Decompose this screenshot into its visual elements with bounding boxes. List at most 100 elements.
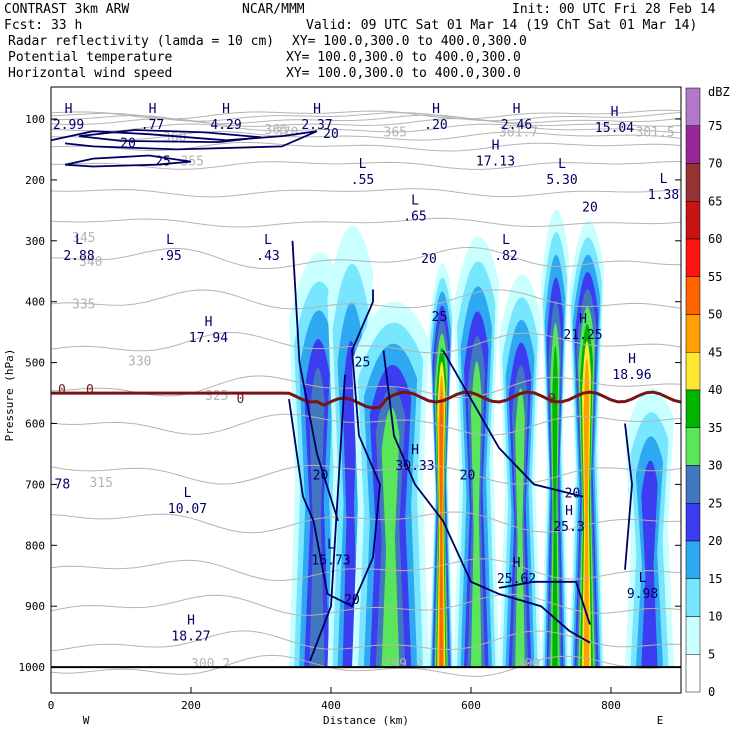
wind-extremum-marker: H [205,315,213,330]
wind-extremum-value: .65 [403,209,426,224]
wind-extremum-marker: L [558,157,566,172]
theta-contour-label: 365 [265,123,288,138]
zero-degree-line [51,390,681,410]
wind-extremum-marker: H [313,102,321,117]
colorbar-swatch [685,389,701,428]
theta-contour-label: 340 [79,255,102,270]
theta-contour [51,109,681,120]
wind-extremum-marker: L [502,233,510,248]
colorbar-swatch [685,87,701,126]
colorbar-swatch [685,163,701,202]
theta-contour-label: 315 [90,476,113,491]
colorbar-swatch [685,352,701,391]
wind-speed-contours: 20 20 25 20 25 20 25 20 20 20 20 [51,127,681,669]
reflectivity-band [381,407,400,668]
colorbar-swatch [685,125,701,164]
wind-speed-contour [498,580,591,625]
left-edge-value: 78 [55,477,71,492]
theta-contour [51,142,681,152]
wind-speed-contour-label: 20 [421,252,437,267]
wind-extremum-marker: H [187,614,195,629]
theta-contour-label: 355 [181,155,204,170]
y-tick-label: 800 [25,539,45,552]
wind-speed-contour [624,423,633,570]
colorbar-tick-label: 50 [708,308,722,322]
theta-contour-label: 300 [517,657,540,672]
colorbar-tick-label: 45 [708,345,722,359]
x-axis-west-label: W [83,714,90,727]
reflectivity-band [515,388,525,668]
wind-extremum-value: 2.99 [53,118,84,133]
wind-extremum-value: 17.94 [189,331,228,346]
y-tick-label: 900 [25,600,45,613]
field-name-wind: Horizontal wind speed [8,66,172,81]
wind-extremum-value: 25.3 [553,520,584,535]
field-name-theta: Potential temperature [8,50,173,65]
theta-contour [51,161,681,170]
colorbar-tick-label: 65 [708,194,722,208]
theta-contour-label: 345 [72,231,95,246]
wind-extremum-marker: L [411,193,419,208]
x-axis-east-label: E [657,714,664,727]
theta-contour [51,375,681,399]
wind-speed-contour-label: 20 [120,136,136,151]
wind-speed-contour [64,154,192,168]
wind-extremum-value: 17.13 [476,155,515,170]
colorbar-tick-label: 75 [708,119,722,133]
x-tick-label: 400 [321,699,341,712]
wind-extremum-value: 2.46 [501,118,532,133]
wind-extremum-value: .55 [351,173,374,188]
field-name-reflectivity: Radar reflectivity (lamda = 10 cm) [8,34,274,49]
theta-contour-label: 335 [72,298,95,313]
wind-speed-contour [288,289,381,608]
wind-speed-contour [51,130,318,151]
theta-contour-label: 365 [384,125,407,140]
wind-extremum-marker: L [639,571,647,586]
theta-contour [51,217,681,228]
y-tick-label: 700 [25,478,45,491]
theta-contour [51,188,681,198]
wind-extremum-marker: H [611,105,619,120]
wind-extremum-marker: H [222,102,230,117]
reflectivity-band [439,389,443,668]
wind-extremum-value: 10.07 [168,502,207,517]
colorbar-swatch [685,314,701,353]
org-label: NCAR/MMM [242,2,305,17]
wind-extremum-marker: H [628,352,636,367]
wind-extremum-marker: H [513,102,521,117]
theta-contour [51,331,681,354]
reflectivity-band [583,358,590,668]
colorbar-swatch [685,616,701,655]
y-tick-label: 200 [25,174,45,187]
colorbar-swatch [685,201,701,240]
theta-contour-label: 301.7 [499,125,538,140]
header: CONTRAST 3km ARW NCAR/MMM Init: 00 UTC F… [4,2,716,81]
colorbar-swatch [685,503,701,542]
theta-contour [51,654,681,677]
wind-extremum-marker: L [660,172,668,187]
wind-extremum-value: 18.27 [171,630,210,645]
wind-speed-contour [78,129,262,144]
y-tick-label: 1000 [19,661,46,674]
wind-extremum-value: 15.73 [311,554,350,569]
model-title: CONTRAST 3km ARW [4,2,129,17]
wind-speed-contour-label: 20 [344,593,360,608]
theta-contour-label: 301.5 [636,125,675,140]
x-tick-label: 600 [461,699,481,712]
zero-line-label: 0 [548,392,556,407]
theta-contour [51,246,681,269]
wind-extremum-marker: L [184,486,192,501]
wind-extremum-value: .77 [141,118,164,133]
colorbar-tick-label: 15 [708,572,722,586]
wind-extremum-value: 9.98 [627,587,658,602]
theta-contour [51,130,681,141]
theta-contour-label: 370 [275,125,298,140]
wind-extremum-value: 2.37 [301,118,332,133]
wind-speed-contour [291,240,339,522]
y-tick-label: 300 [25,235,45,248]
wind-speed-contour [382,350,591,644]
valid-time: Valid: 09 UTC Sat 01 Mar 14 (19 ChT Sat … [306,18,697,33]
